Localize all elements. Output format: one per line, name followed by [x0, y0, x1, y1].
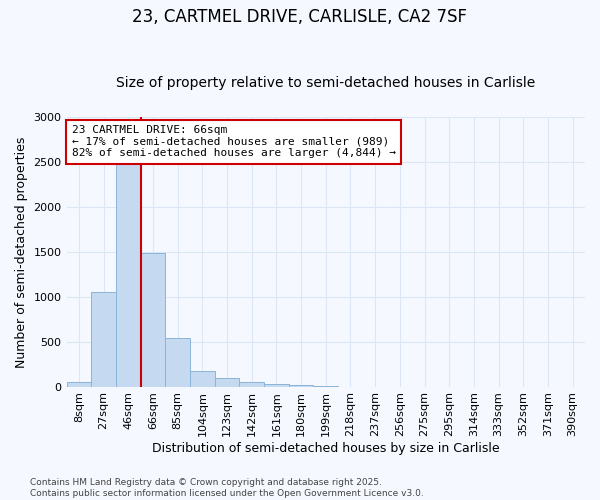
Bar — [91, 292, 116, 386]
Bar — [190, 371, 215, 386]
Bar — [67, 382, 91, 386]
Text: 23, CARTMEL DRIVE, CARLISLE, CA2 7SF: 23, CARTMEL DRIVE, CARLISLE, CA2 7SF — [133, 8, 467, 26]
Text: 23 CARTMEL DRIVE: 66sqm
← 17% of semi-detached houses are smaller (989)
82% of s: 23 CARTMEL DRIVE: 66sqm ← 17% of semi-de… — [72, 125, 396, 158]
Bar — [116, 162, 140, 386]
X-axis label: Distribution of semi-detached houses by size in Carlisle: Distribution of semi-detached houses by … — [152, 442, 500, 455]
Bar — [264, 384, 289, 386]
Text: Contains HM Land Registry data © Crown copyright and database right 2025.
Contai: Contains HM Land Registry data © Crown c… — [30, 478, 424, 498]
Y-axis label: Number of semi-detached properties: Number of semi-detached properties — [15, 136, 28, 368]
Bar — [289, 385, 313, 386]
Bar — [215, 378, 239, 386]
Bar — [140, 252, 165, 386]
Title: Size of property relative to semi-detached houses in Carlisle: Size of property relative to semi-detach… — [116, 76, 535, 90]
Bar — [239, 382, 264, 386]
Bar — [165, 338, 190, 386]
